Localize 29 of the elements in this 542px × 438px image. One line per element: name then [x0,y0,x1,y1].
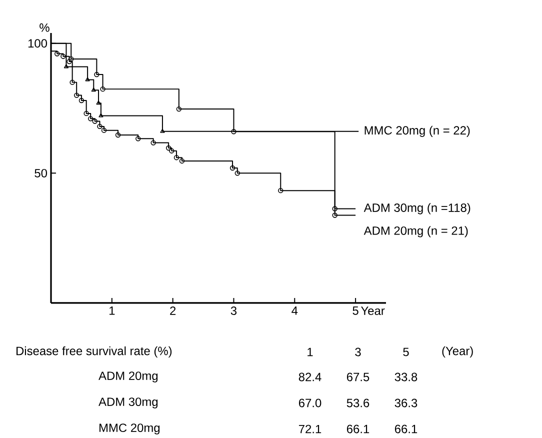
text: 66.1 [346,424,370,434]
text: Disease free survival rate (%) [16,346,172,358]
series-label: MMC 20mg (n = 22) [364,126,470,138]
text: 66.1 [394,424,418,434]
x-tick-label: 1 [109,306,115,315]
text: 5 [403,348,409,356]
x-tick-label: 5 [352,306,358,315]
text: ADM 20mg [98,372,158,383]
y-tick-label: 50 [34,169,48,178]
x-axis-title: Year [360,306,385,316]
series-label: ADM 30mg (n =118) [364,203,470,214]
text: 82.4 [298,372,322,382]
text: 1 [308,348,313,356]
y-axis-title: % [40,24,50,32]
text: ADM 30mg [98,398,158,409]
text: 67.5 [346,372,370,382]
text: 36.3 [394,398,418,408]
text: 67.0 [298,398,322,408]
text: (Year) [442,346,473,358]
text: 53.6 [346,398,370,408]
x-tick-label: 4 [292,306,298,315]
x-tick-label: 3 [230,306,237,316]
text: 33.8 [394,372,418,382]
x-tick-label: 2 [170,306,176,315]
series-label: ADM 20mg (n = 21) [364,226,468,238]
text: 72.1 [298,424,322,434]
y-tick-label: 100 [28,39,48,48]
text: MMC 20mg [100,424,160,435]
text: 3 [355,348,361,356]
